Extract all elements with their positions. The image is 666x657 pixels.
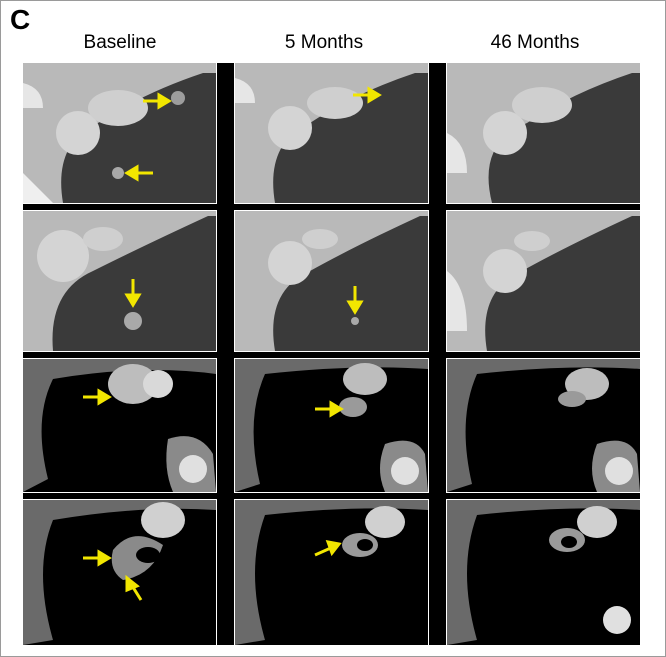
ct-scan-row2-5-months [234, 210, 429, 352]
ct-scan-row3-46-months [446, 358, 641, 493]
ct-scan-row3-baseline [22, 358, 217, 493]
column-header-46-months: 46 Months [490, 32, 580, 53]
ct-image-grid [22, 62, 641, 646]
ct-scan-row4-5-months [234, 499, 429, 646]
ct-scan-row2-46-months [446, 210, 641, 352]
column-header-baseline: Baseline [83, 32, 157, 53]
ct-scan-row4-46-months [446, 499, 641, 646]
column-header-5-months: 5 Months [284, 32, 364, 53]
panel-label: C [10, 4, 31, 35]
ct-scan-row2-baseline [22, 210, 217, 352]
ct-scan-row1-baseline [22, 62, 217, 204]
ct-scan-row3-5-months [234, 358, 429, 493]
ct-scan-row4-baseline [22, 499, 217, 646]
ct-scan-row1-5-months [234, 62, 429, 204]
ct-scan-row1-46-months [446, 62, 641, 204]
